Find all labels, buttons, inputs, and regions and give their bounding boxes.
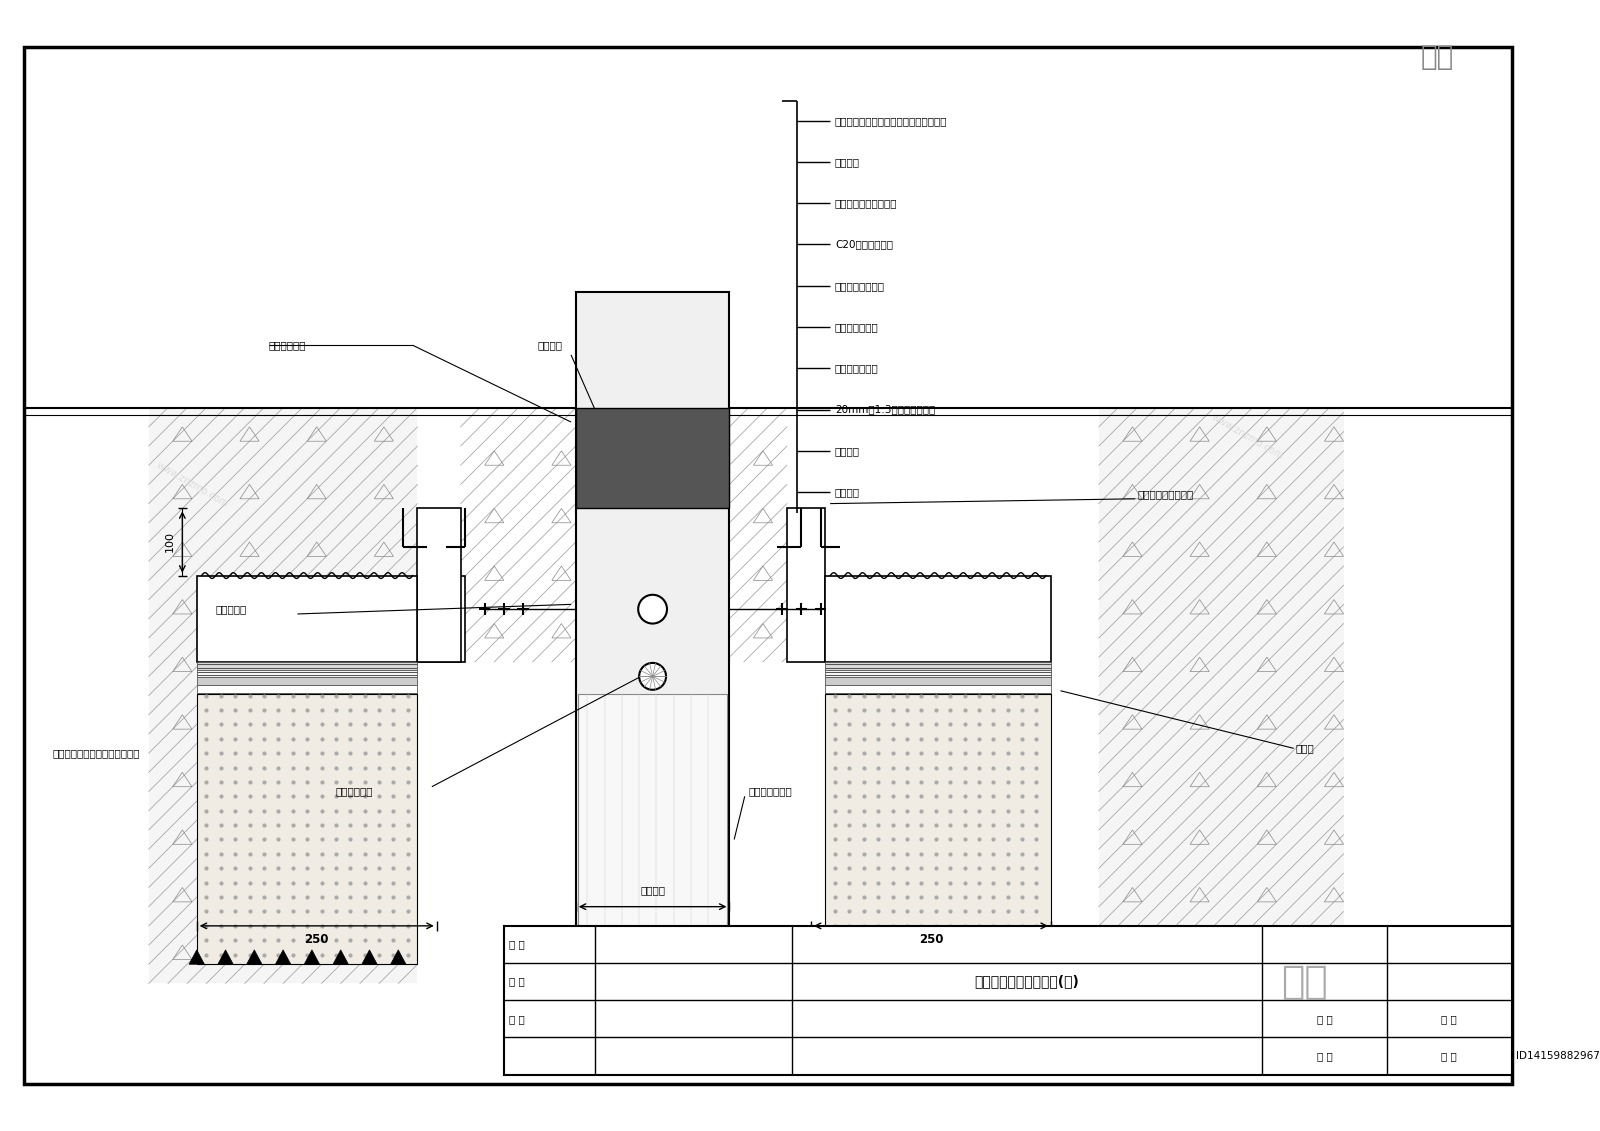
Text: 250: 250 bbox=[304, 933, 330, 946]
Text: www.znzmo.com: www.znzmo.com bbox=[1210, 412, 1285, 461]
Text: 250: 250 bbox=[918, 933, 942, 946]
Bar bbox=[418, 509, 461, 662]
Text: 变形缝宽: 变形缝宽 bbox=[640, 886, 666, 895]
Text: 松砂填缝: 松砂填缝 bbox=[538, 340, 563, 351]
Bar bbox=[578, 693, 728, 965]
Bar bbox=[576, 407, 730, 470]
Text: 塑料止水带: 塑料止水带 bbox=[216, 604, 246, 614]
Text: 100: 100 bbox=[165, 532, 174, 552]
Polygon shape bbox=[362, 950, 378, 965]
Text: www.znzmo.com: www.znzmo.com bbox=[154, 459, 230, 509]
Bar bbox=[826, 662, 1051, 670]
Text: 素砂垫层: 素砂垫层 bbox=[835, 446, 859, 456]
Bar bbox=[826, 685, 1051, 692]
Bar bbox=[197, 693, 418, 965]
Text: www.znzmo.com: www.znzmo.com bbox=[634, 364, 709, 413]
Polygon shape bbox=[218, 950, 234, 965]
Text: 密封膏密封卷材收头: 密封膏密封卷材收头 bbox=[1138, 489, 1194, 499]
Bar bbox=[826, 693, 1051, 965]
Bar bbox=[826, 692, 1051, 700]
Bar bbox=[1099, 407, 1344, 984]
Text: 阶 段: 阶 段 bbox=[1442, 1013, 1458, 1024]
Text: 面层（装工程设计要求，图中未表示出）: 面层（装工程设计要求，图中未表示出） bbox=[835, 115, 947, 126]
Bar bbox=[197, 685, 418, 692]
Bar bbox=[197, 677, 418, 685]
Text: 20mm厚1:3水泥砂浆找平层: 20mm厚1:3水泥砂浆找平层 bbox=[835, 405, 934, 415]
Text: 一道土工布隔离层: 一道土工布隔离层 bbox=[835, 280, 885, 291]
Polygon shape bbox=[846, 950, 862, 965]
Bar bbox=[197, 670, 418, 677]
Polygon shape bbox=[304, 950, 320, 965]
Polygon shape bbox=[875, 950, 891, 965]
Bar bbox=[576, 293, 730, 984]
Bar bbox=[826, 693, 1051, 700]
Bar bbox=[787, 509, 826, 662]
Polygon shape bbox=[1019, 950, 1035, 965]
Text: 泡沫塑料圆棒: 泡沫塑料圆棒 bbox=[336, 786, 373, 796]
Polygon shape bbox=[390, 950, 406, 965]
Text: 附加层: 附加层 bbox=[1296, 743, 1314, 753]
Text: 防水涂料: 防水涂料 bbox=[835, 157, 859, 167]
Text: 比 例: 比 例 bbox=[1317, 1013, 1333, 1024]
Circle shape bbox=[638, 595, 667, 623]
Polygon shape bbox=[189, 950, 205, 965]
Polygon shape bbox=[818, 950, 834, 965]
Text: 沥青麻丝嵌缝: 沥青麻丝嵌缝 bbox=[269, 340, 306, 351]
Text: C20细石砼保护层: C20细石砼保护层 bbox=[835, 240, 893, 250]
Circle shape bbox=[638, 663, 666, 690]
Text: www.znzmo.com: www.znzmo.com bbox=[250, 700, 326, 749]
Polygon shape bbox=[990, 950, 1006, 965]
Text: 审 核: 审 核 bbox=[509, 1013, 525, 1024]
Bar bbox=[197, 693, 418, 700]
Bar bbox=[504, 926, 1512, 1074]
Polygon shape bbox=[333, 950, 349, 965]
Bar bbox=[826, 670, 1051, 677]
Bar bbox=[826, 576, 1051, 662]
Polygon shape bbox=[962, 950, 978, 965]
Bar bbox=[826, 677, 1051, 685]
Polygon shape bbox=[275, 950, 291, 965]
Polygon shape bbox=[904, 950, 920, 965]
Text: 防水卷材防水层: 防水卷材防水层 bbox=[835, 363, 878, 373]
Bar bbox=[576, 407, 730, 509]
Text: 知末: 知末 bbox=[1421, 43, 1454, 71]
Text: 水泥基渗透结晶型防水涂料两道: 水泥基渗透结晶型防水涂料两道 bbox=[53, 748, 141, 758]
Text: 防水卷材防水层: 防水卷材防水层 bbox=[835, 322, 878, 333]
Text: 结构自防水钢筋砼底板: 结构自防水钢筋砼底板 bbox=[835, 198, 898, 208]
Text: 量 控: 量 控 bbox=[509, 977, 525, 986]
Text: 素土夯实: 素土夯实 bbox=[835, 487, 859, 498]
Text: 量 责: 量 责 bbox=[509, 940, 525, 949]
Bar bbox=[149, 407, 418, 984]
Text: 变形缝防水节点大样图(三): 变形缝防水节点大样图(三) bbox=[974, 975, 1080, 988]
Text: 图 号: 图 号 bbox=[1442, 1051, 1458, 1061]
Text: 日 期: 日 期 bbox=[1317, 1051, 1333, 1061]
Text: www.znzmo.com: www.znzmo.com bbox=[922, 604, 997, 653]
Bar bbox=[197, 662, 418, 670]
Text: ID14159882967: ID14159882967 bbox=[1517, 1051, 1600, 1061]
Polygon shape bbox=[933, 950, 949, 965]
Text: 聚苯乙烯泡沫板: 聚苯乙烯泡沫板 bbox=[749, 786, 792, 796]
Bar bbox=[197, 576, 418, 662]
Polygon shape bbox=[246, 950, 262, 965]
Bar bbox=[197, 692, 418, 700]
Bar bbox=[418, 576, 466, 662]
Text: 知末: 知末 bbox=[1282, 962, 1328, 1001]
